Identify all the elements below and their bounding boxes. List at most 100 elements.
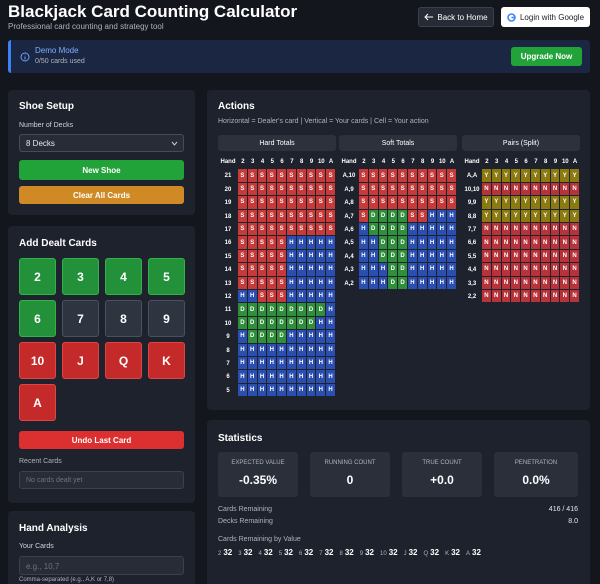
clear-button[interactable]: Clear All Cards — [19, 186, 184, 204]
action-cell: H — [326, 316, 335, 330]
action-cell: H — [257, 343, 267, 356]
login-button[interactable]: Login with Google — [501, 7, 590, 27]
card-button[interactable]: Q — [105, 342, 142, 379]
card-button[interactable]: 6 — [19, 300, 56, 337]
action-cell: D — [296, 316, 306, 330]
action-cell: H — [306, 249, 316, 263]
hand-panel: Hand Analysis Your Cards e.g., 10,7 Comm… — [8, 511, 195, 584]
action-cell: S — [417, 196, 427, 209]
action-cell: H — [368, 249, 378, 263]
card-button[interactable]: K — [148, 342, 185, 379]
action-cell: S — [257, 182, 267, 196]
action-cell: N — [560, 276, 570, 289]
action-cell: H — [427, 209, 437, 222]
action-cell: S — [417, 182, 427, 196]
action-cell: H — [437, 263, 447, 276]
row-header: 3,3 — [467, 280, 477, 287]
card-button[interactable]: A — [19, 384, 56, 421]
column-header: 4 — [381, 159, 386, 165]
action-cell: D — [267, 316, 277, 330]
actions-legend: Horizontal = Dealer's card | Vertical = … — [218, 118, 429, 125]
new-shoe-button[interactable]: New Shoe — [19, 160, 184, 180]
action-cell: D — [398, 276, 407, 289]
stat-card: TRUE COUNT +0.0 — [402, 452, 482, 497]
action-cell: S — [247, 209, 257, 222]
card-button[interactable]: 3 — [62, 258, 99, 295]
card-button[interactable]: 8 — [105, 300, 142, 337]
back-button[interactable]: Back to Home — [418, 7, 494, 27]
row-header: A,8 — [344, 200, 354, 207]
row-header: 17 — [224, 227, 232, 233]
action-cell: S — [378, 196, 388, 209]
action-cell: H — [326, 276, 335, 289]
action-cell: H — [296, 330, 306, 343]
action-cell: S — [378, 169, 388, 182]
action-cell: H — [326, 290, 335, 303]
action-cell: Y — [560, 196, 570, 209]
action-cell: N — [491, 182, 501, 196]
recent-cards: No cards dealt yet — [19, 471, 184, 489]
action-cell: S — [238, 236, 247, 249]
action-cell: S — [267, 196, 277, 209]
action-cell: H — [447, 249, 456, 263]
action-cell: Y — [540, 169, 550, 182]
action-cell: H — [316, 276, 326, 289]
action-cell: S — [296, 169, 306, 182]
action-cell: H — [287, 249, 296, 263]
column-header: Hand — [464, 159, 480, 165]
action-cell: S — [326, 169, 335, 182]
action-cell: N — [511, 236, 521, 249]
action-cell: S — [267, 209, 277, 222]
count: 32 — [365, 548, 374, 557]
action-cell: H — [417, 276, 427, 289]
action-cell: N — [491, 249, 501, 263]
action-cell: S — [306, 196, 316, 209]
card-button[interactable]: 2 — [19, 258, 56, 295]
action-cell: H — [427, 249, 437, 263]
row-header: 6,6 — [467, 240, 477, 247]
action-cell: S — [247, 169, 257, 182]
action-cell: Y — [550, 196, 560, 209]
action-cell: Y — [491, 169, 501, 182]
action-cell: S — [277, 196, 286, 209]
action-cell: D — [398, 263, 407, 276]
row-header: 11 — [224, 307, 232, 314]
row-header: 5,5 — [467, 253, 477, 260]
action-cell: N — [570, 276, 579, 289]
action-cell: S — [257, 249, 267, 263]
action-cell: S — [316, 196, 326, 209]
upgrade-button[interactable]: Upgrade Now — [511, 47, 582, 66]
column-header: 5 — [514, 159, 518, 165]
value-item: 9 32 — [360, 548, 374, 557]
action-cell: S — [427, 182, 437, 196]
action-cell: N — [521, 249, 530, 263]
action-cell: H — [316, 290, 326, 303]
card-button[interactable]: J — [62, 342, 99, 379]
column-header: 6 — [280, 159, 284, 165]
card-button[interactable]: 10 — [19, 342, 56, 379]
panel-title: Shoe Setup — [19, 101, 75, 112]
action-cell: S — [437, 182, 447, 196]
action-cell: S — [378, 182, 388, 196]
action-cell: H — [316, 249, 326, 263]
action-cell: N — [521, 236, 530, 249]
card-button[interactable]: 9 — [148, 300, 185, 337]
actions-panel: Actions Horizontal = Dealer's card | Ver… — [207, 90, 590, 410]
action-cell: S — [427, 196, 437, 209]
decks-select[interactable]: 8 Decks — [19, 134, 184, 152]
action-cell: D — [398, 209, 407, 222]
cards-input[interactable]: e.g., 10,7 — [19, 556, 184, 575]
action-cell: S — [287, 223, 296, 236]
value-item: 3 32 — [238, 548, 252, 557]
card-button[interactable]: 4 — [105, 258, 142, 295]
tab[interactable]: Pairs (Split) — [462, 135, 580, 151]
stat-value: -0.35% — [238, 473, 278, 487]
tab[interactable]: Hard Totals — [218, 135, 336, 151]
action-cell: D — [267, 330, 277, 343]
card-button[interactable]: 7 — [62, 300, 99, 337]
action-cell: H — [238, 330, 247, 343]
card-button[interactable]: 5 — [148, 258, 185, 295]
tab[interactable]: Soft Totals — [339, 135, 457, 151]
undo-button[interactable]: Undo Last Card — [19, 431, 184, 449]
action-cell: S — [267, 169, 277, 182]
